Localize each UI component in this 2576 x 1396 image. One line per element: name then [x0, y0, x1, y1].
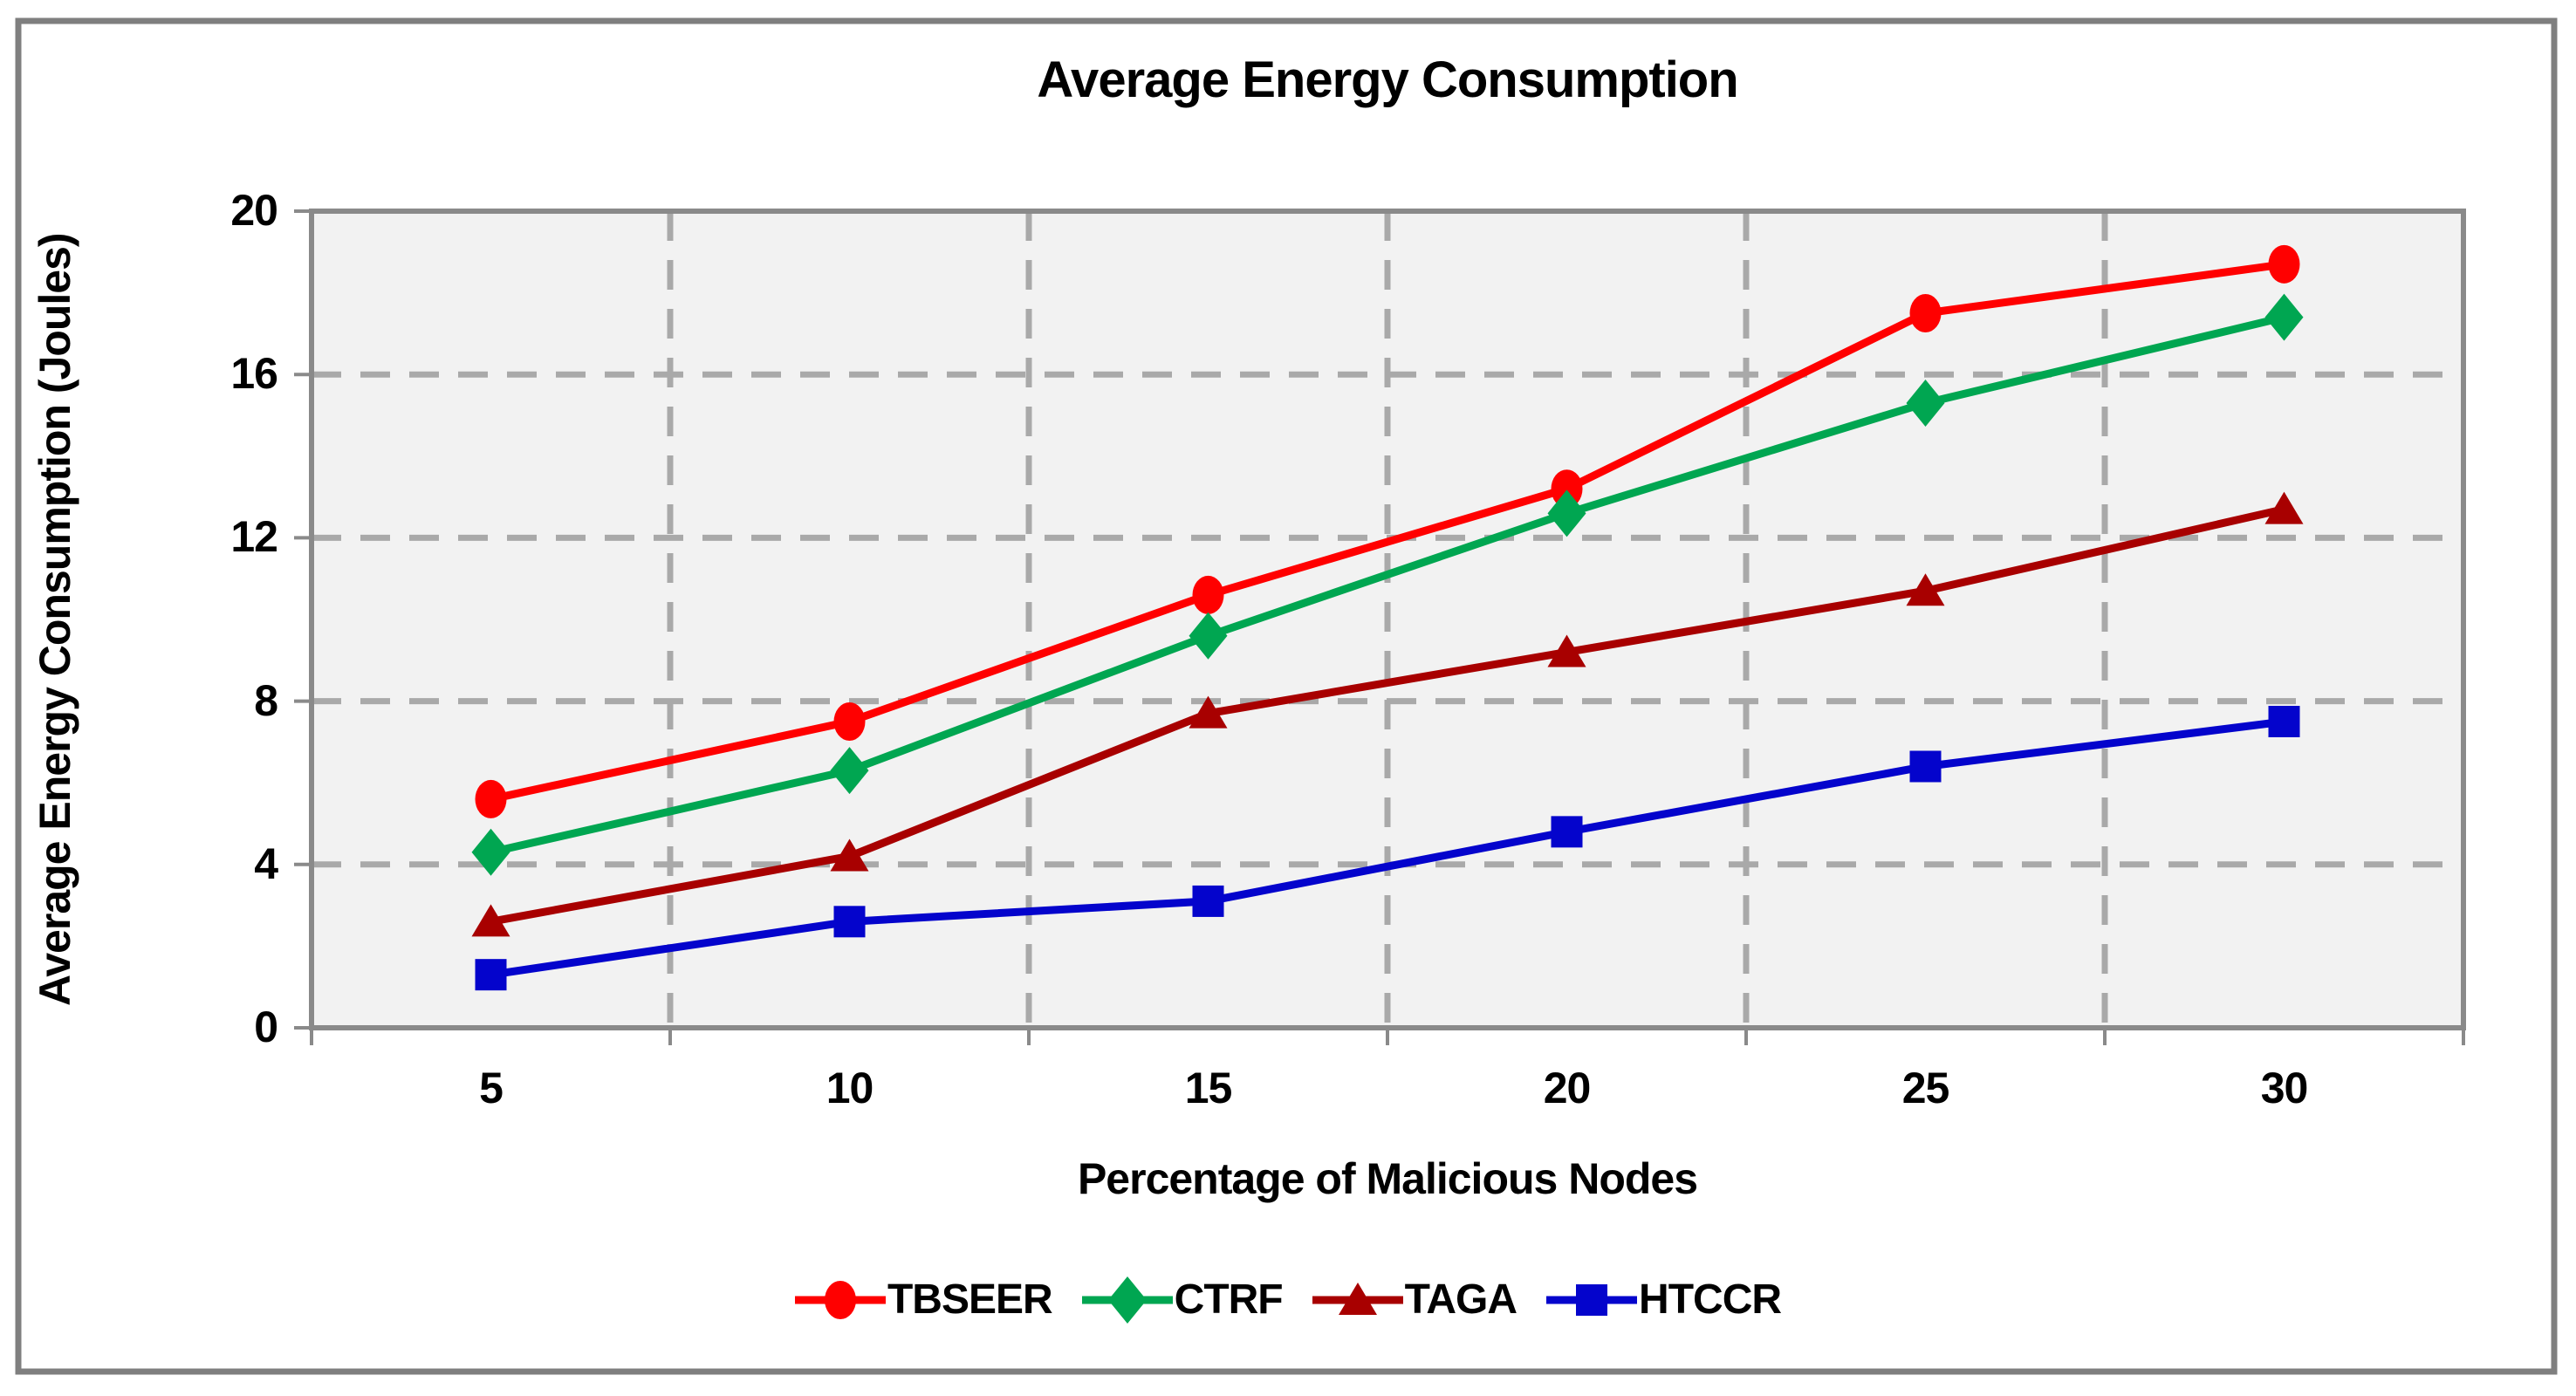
x-tick-label: 10	[826, 1064, 874, 1112]
legend-marker-circle-icon	[794, 1281, 886, 1319]
x-axis-title: Percentage of Malicious Nodes	[1077, 1154, 1698, 1203]
series-htccr	[475, 706, 2300, 991]
x-tick-label: 20	[1543, 1064, 1592, 1112]
x-tick-label: 25	[1901, 1064, 1950, 1112]
axis-tick-marks	[294, 209, 2465, 1045]
series-taga	[471, 491, 2304, 937]
legend-item-ctrf: CTRF	[1081, 1276, 1284, 1324]
legend-item-tbseer: TBSEER	[794, 1276, 1053, 1324]
y-tick-label: 0	[254, 1002, 278, 1051]
legend-item-htccr: HTCCR	[1546, 1276, 1782, 1324]
y-tick-label: 12	[230, 512, 278, 562]
legend-label: TBSEER	[887, 1276, 1053, 1323]
chart-title: Average Energy Consumption	[1037, 51, 1738, 108]
y-tick-label: 8	[254, 675, 278, 725]
y-tick-label: 4	[254, 838, 278, 888]
legend-label: HTCCR	[1639, 1276, 1782, 1323]
series-tbseer	[475, 244, 2300, 818]
y-axis-title: Average Energy Consumption (Joules)	[31, 233, 79, 1006]
x-tick-label: 15	[1184, 1064, 1233, 1112]
legend-label: CTRF	[1174, 1276, 1284, 1323]
legend-marker-triangle-icon	[1312, 1283, 1403, 1315]
y-tick-label: 16	[230, 349, 278, 399]
legend-label: TAGA	[1404, 1276, 1518, 1323]
series-ctrf	[471, 293, 2304, 876]
legend-item-taga: TAGA	[1312, 1276, 1518, 1324]
legend-marker-diamond-icon	[1081, 1276, 1173, 1324]
x-tick-label: 30	[2260, 1064, 2309, 1112]
y-tick-label: 20	[230, 185, 278, 235]
legend-marker-square-icon	[1546, 1284, 1638, 1316]
x-tick-label: 5	[479, 1064, 504, 1112]
legend: TBSEER CTRF TAGA HTCCR	[0, 1276, 2576, 1324]
